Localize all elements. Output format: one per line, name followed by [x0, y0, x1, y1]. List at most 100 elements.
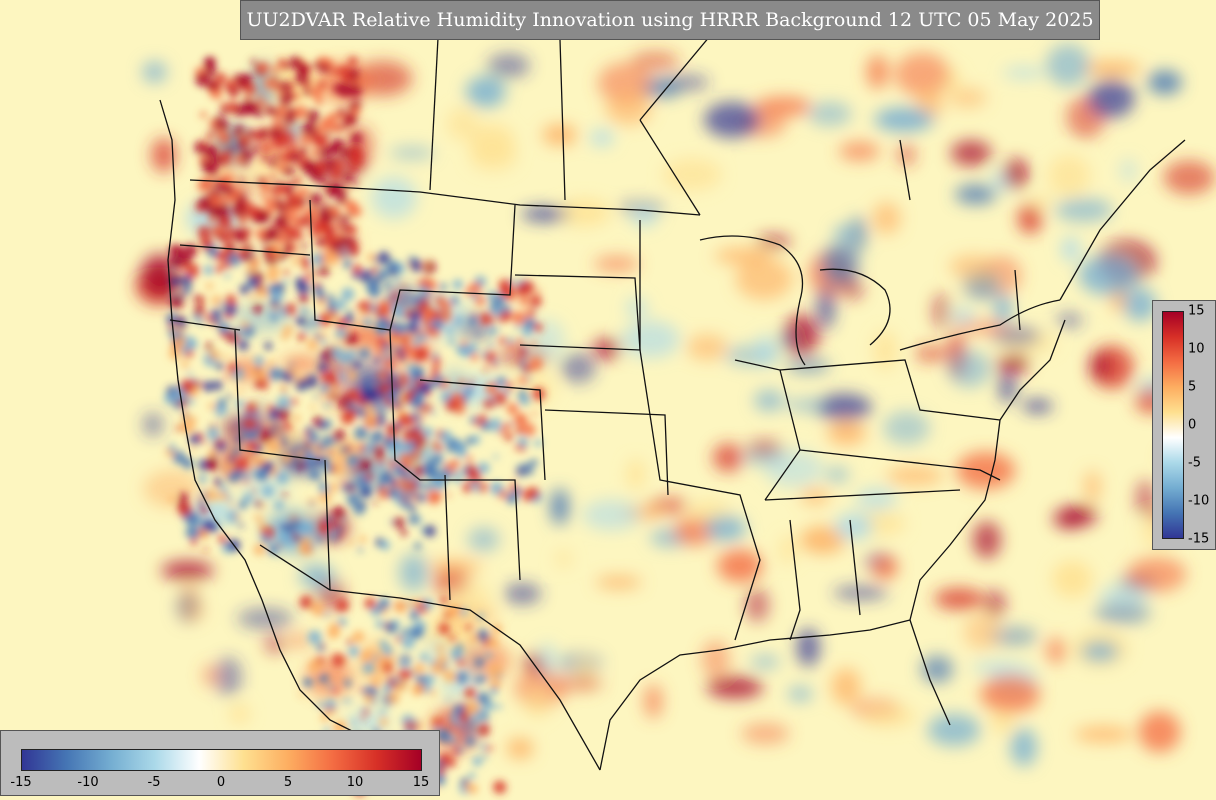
field-speckle	[515, 426, 524, 435]
field-speckle	[396, 323, 408, 335]
field-blob	[988, 626, 1038, 646]
field-speckle	[474, 421, 480, 427]
field-speckle	[238, 500, 248, 510]
field-blob	[894, 52, 950, 97]
field-blob	[1094, 601, 1151, 625]
field-speckle	[424, 459, 437, 472]
field-speckle	[332, 124, 340, 131]
field-speckle	[436, 728, 451, 743]
field-speckle	[348, 83, 362, 98]
field-speckle	[359, 687, 364, 692]
field-speckle	[317, 443, 325, 452]
field-speckle	[301, 187, 310, 196]
field-blob	[182, 606, 206, 619]
field-speckle	[361, 389, 374, 402]
field-speckle	[280, 81, 292, 92]
field-speckle	[344, 314, 354, 324]
field-blob	[861, 705, 917, 728]
field-speckle	[517, 436, 529, 448]
field-speckle	[359, 535, 367, 543]
field-speckle	[461, 777, 469, 785]
field-speckle	[348, 540, 354, 546]
field-speckle	[227, 362, 239, 374]
field-blob	[784, 314, 819, 356]
field-speckle	[235, 399, 244, 408]
field-speckle	[317, 362, 329, 373]
field-speckle	[417, 280, 422, 286]
field-speckle	[462, 481, 474, 493]
field-blob	[265, 635, 285, 654]
field-blob	[1004, 158, 1029, 189]
field-speckle	[343, 182, 348, 188]
field-speckle	[242, 417, 257, 431]
field-speckle	[307, 339, 319, 351]
field-speckle	[234, 327, 242, 335]
field-speckle	[241, 471, 251, 481]
field-speckle	[510, 279, 516, 285]
field-speckle	[187, 371, 192, 377]
field-speckle	[243, 150, 253, 160]
field-speckle	[297, 461, 306, 470]
field-speckle	[270, 359, 276, 366]
field-speckle	[399, 442, 409, 452]
field-speckle	[519, 295, 530, 306]
field-speckle	[274, 105, 288, 119]
field-speckle	[250, 255, 260, 265]
field-blob	[521, 207, 569, 222]
field-blob	[948, 87, 987, 109]
field-speckle	[256, 515, 264, 523]
field-speckle	[288, 366, 298, 376]
field-speckle	[533, 322, 543, 333]
field-speckle	[254, 101, 263, 109]
field-speckle	[228, 233, 234, 240]
field-speckle	[332, 687, 339, 694]
field-blob	[1022, 400, 1053, 413]
field-speckle	[243, 98, 250, 105]
field-blob	[714, 247, 773, 265]
field-speckle	[516, 338, 523, 345]
field-speckle	[273, 120, 284, 131]
field-speckle	[481, 714, 489, 722]
field-speckle	[320, 713, 330, 722]
field-blob	[872, 555, 898, 579]
field-speckle	[239, 284, 250, 295]
field-speckle	[465, 736, 475, 747]
field-blob	[1074, 726, 1133, 743]
field-blob	[507, 738, 534, 759]
field-speckle	[446, 492, 451, 498]
field-speckle	[498, 429, 504, 435]
field-speckle	[208, 215, 217, 224]
field-speckle	[519, 394, 531, 406]
field-speckle	[246, 205, 260, 219]
field-speckle	[406, 441, 415, 450]
field-speckle	[398, 668, 411, 681]
field-speckle	[384, 358, 396, 370]
field-speckle	[333, 235, 341, 242]
field-speckle	[234, 513, 241, 520]
field-speckle	[297, 545, 305, 553]
field-speckle	[315, 97, 323, 106]
field-speckle	[176, 425, 183, 432]
field-blob	[593, 256, 640, 272]
field-blob	[1082, 60, 1141, 77]
field-speckle	[268, 367, 283, 381]
field-speckle	[395, 680, 408, 692]
field-speckle	[424, 391, 431, 397]
field-speckle	[281, 388, 287, 393]
field-speckle	[212, 83, 220, 91]
field-blob	[956, 451, 1016, 490]
field-speckle	[328, 529, 333, 534]
field-speckle	[468, 316, 478, 326]
field-blob	[754, 390, 784, 411]
field-speckle	[378, 317, 388, 327]
field-speckle	[453, 459, 460, 466]
field-speckle	[482, 754, 488, 759]
field-blob	[605, 92, 652, 126]
field-speckle	[452, 320, 457, 326]
field-speckle	[382, 661, 394, 673]
field-speckle	[275, 470, 290, 485]
field-speckle	[242, 101, 256, 115]
field-speckle	[427, 325, 435, 333]
field-blob	[550, 488, 569, 525]
field-blob	[706, 676, 764, 699]
